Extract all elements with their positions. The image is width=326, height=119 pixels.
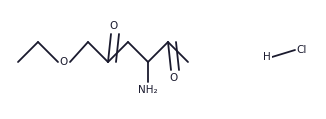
Text: H: H (263, 52, 271, 62)
Text: O: O (60, 57, 68, 67)
Text: Cl: Cl (297, 45, 307, 55)
Text: O: O (109, 21, 117, 31)
Text: O: O (169, 73, 177, 83)
Text: NH₂: NH₂ (138, 85, 158, 95)
